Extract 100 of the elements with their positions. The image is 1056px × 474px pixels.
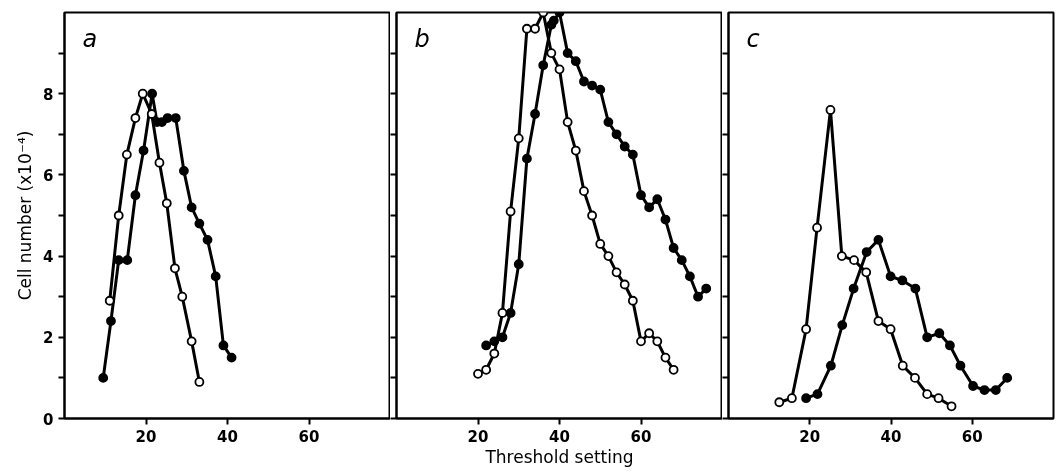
point (873, 234, 884, 245)
point (693, 291, 703, 302)
point (825, 105, 836, 115)
point (979, 385, 990, 395)
point (885, 271, 896, 282)
point (226, 352, 237, 363)
point (611, 267, 622, 278)
point (652, 194, 663, 205)
y-tick-label: 2 (43, 329, 54, 348)
point (774, 397, 785, 408)
point (836, 251, 847, 261)
point (130, 190, 141, 201)
point (627, 149, 638, 160)
point (812, 222, 822, 233)
point (170, 113, 181, 123)
point (910, 283, 921, 294)
point (218, 340, 229, 351)
point (595, 84, 606, 95)
point (513, 133, 524, 144)
point (652, 336, 663, 347)
point (194, 377, 205, 387)
point (113, 210, 124, 221)
x-tick-label: 40 (217, 427, 238, 446)
point (481, 340, 492, 351)
point (489, 348, 500, 359)
point (179, 165, 189, 176)
point (668, 243, 679, 253)
point (522, 23, 532, 34)
point (162, 113, 173, 123)
annotation: b (414, 24, 430, 53)
point (619, 141, 630, 152)
point (786, 393, 797, 404)
point (130, 113, 141, 123)
point (603, 117, 614, 128)
point (505, 308, 516, 318)
point (538, 60, 549, 71)
point (530, 109, 540, 119)
point (861, 267, 872, 278)
x-tick-label: 40 (880, 427, 902, 446)
point (644, 328, 655, 339)
point (147, 88, 158, 99)
point (497, 308, 508, 318)
point (146, 109, 157, 119)
point (473, 368, 483, 379)
point (548, 15, 559, 26)
point (481, 364, 492, 375)
point (505, 206, 516, 217)
point (587, 80, 597, 91)
point (848, 283, 859, 294)
point (660, 352, 671, 363)
point (603, 251, 614, 261)
point (676, 255, 687, 266)
x-tick-label: 60 (630, 427, 652, 446)
point (910, 373, 920, 383)
point (554, 64, 565, 75)
x-tick-label: 40 (549, 427, 570, 446)
point (636, 190, 646, 201)
x-axis-title: Threshold setting (484, 446, 634, 467)
point (933, 393, 944, 404)
point (530, 23, 540, 34)
point (812, 389, 823, 400)
point (946, 401, 957, 412)
annotation: a (82, 24, 98, 53)
point (522, 153, 532, 164)
point (138, 145, 149, 156)
point (934, 328, 945, 339)
point (186, 202, 197, 213)
point (922, 332, 933, 343)
point (945, 340, 955, 351)
point (579, 76, 589, 87)
point (587, 210, 597, 221)
point (619, 279, 630, 290)
point (644, 202, 655, 213)
point (701, 283, 712, 294)
point (186, 336, 197, 347)
annotation: c (746, 24, 760, 53)
point (170, 263, 180, 274)
point (106, 316, 116, 326)
point (122, 255, 133, 266)
point (177, 291, 188, 302)
y-tick-label: 8 (43, 85, 54, 104)
x-tick-label: 60 (298, 427, 320, 446)
point (885, 324, 896, 335)
y-tick-label: 6 (43, 166, 54, 185)
point (570, 56, 581, 67)
point (202, 234, 213, 245)
point (922, 389, 933, 400)
x-tick-label: 20 (135, 427, 157, 446)
point (685, 271, 695, 282)
point (825, 360, 836, 371)
point (210, 271, 221, 282)
x-tick-label: 60 (961, 427, 983, 446)
point (161, 198, 172, 209)
point (579, 186, 589, 197)
point (873, 316, 884, 326)
point (990, 385, 1001, 395)
point (837, 320, 848, 331)
point (562, 117, 573, 128)
point (562, 48, 573, 58)
point (668, 364, 679, 375)
